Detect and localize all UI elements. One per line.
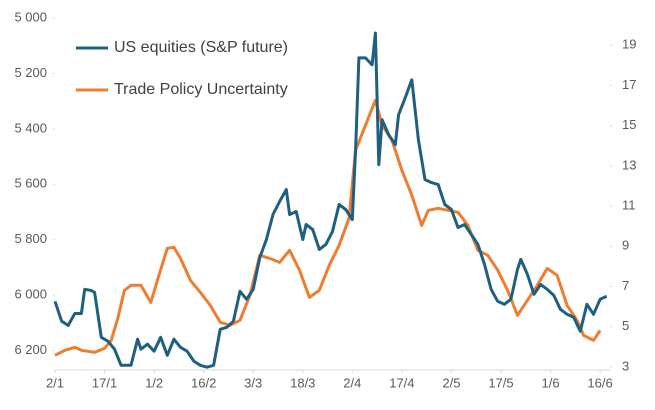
y-tick-label: 5 200 — [14, 65, 47, 80]
y2-tick-label: 5 — [622, 318, 629, 333]
y2-tick-label: 9 — [622, 238, 629, 253]
y2-tick-label: 3 — [622, 358, 629, 373]
legend-label: Trade Policy Uncertainty — [114, 81, 288, 98]
y-tick-label: 5 800 — [14, 231, 47, 246]
y-tick-label: 5 600 — [14, 176, 47, 191]
series-line — [53, 31, 608, 369]
y2-tick-label: 15 — [622, 117, 636, 132]
legend-label: US equities (S&P future) — [114, 39, 288, 56]
y-tick-label: 5 000 — [14, 9, 47, 24]
x-tick-label: 1/2 — [145, 375, 163, 390]
legend-entry: Trade Policy Uncertainty — [76, 81, 288, 98]
x-tick-label: 16/2 — [191, 375, 216, 390]
x-tick-label: 1/6 — [541, 375, 559, 390]
y2-tick-label: 7 — [622, 278, 629, 293]
y2-tick-label: 13 — [622, 157, 636, 172]
x-tick-label: 2/1 — [46, 375, 64, 390]
x-tick-label: 3/3 — [244, 375, 262, 390]
x-tick-label: 18/3 — [290, 375, 315, 390]
x-tick-label: 17/1 — [92, 375, 117, 390]
y2-tick-label: 19 — [622, 37, 636, 52]
x-tick-label: 16/6 — [587, 375, 612, 390]
y2-tick-label: 17 — [622, 77, 636, 92]
series-line — [54, 98, 602, 357]
y2-tick-label: 11 — [622, 198, 636, 213]
legend-entry: US equities (S&P future) — [76, 39, 288, 56]
x-tick-label: 2/5 — [442, 375, 460, 390]
y-tick-label: 6 000 — [14, 287, 47, 302]
x-tick-label: 17/5 — [488, 375, 513, 390]
x-tick-label: 17/4 — [389, 375, 414, 390]
x-tick-label: 2/4 — [343, 375, 361, 390]
y-tick-label: 5 400 — [14, 120, 47, 135]
y-tick-label: 6 200 — [14, 342, 47, 357]
